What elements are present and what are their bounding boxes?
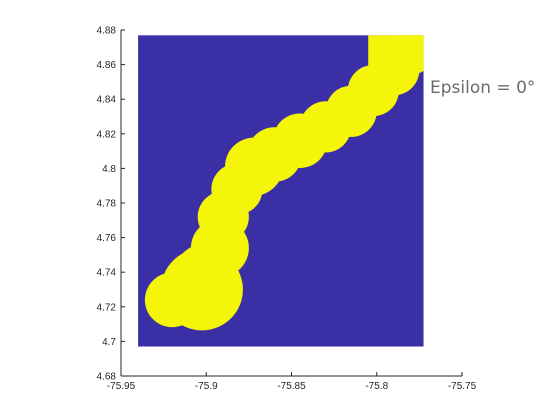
y-tick-label-3: 4.74 [97, 268, 117, 279]
y-tick-label-2: 4.72 [97, 302, 117, 313]
x-axis-ticks: -75.95 -75.9 -75.85 -75.8 -75.75 [107, 372, 477, 392]
y-tick-label-0: 4.68 [97, 372, 117, 383]
heatmap-image [138, 35, 424, 347]
x-tick-label-3: -75.8 [365, 381, 388, 392]
x-tick-label-2: -75.85 [277, 381, 306, 392]
y-axis-ticks: 4.68 4.7 4.72 4.74 4.76 4.78 4.8 4.82 4.84 4.86 4.… [97, 26, 125, 383]
y-tick-label-8: 4.84 [97, 95, 117, 106]
y-tick-label-10: 4.88 [97, 26, 117, 37]
y-tick-label-1: 4.7 [102, 337, 116, 348]
y-tick-label-4: 4.76 [97, 233, 117, 244]
x-tick-label-4: -75.75 [448, 381, 477, 392]
x-tick-label-1: -75.9 [195, 381, 218, 392]
x-tick-label-0: -75.95 [107, 381, 136, 392]
y-tick-label-9: 4.86 [97, 60, 117, 71]
y-tick-label-6: 4.8 [102, 164, 116, 175]
mask-region-disc-13 [386, 35, 424, 75]
epsilon-annotation: Epsilon = 0° [430, 78, 535, 98]
y-tick-label-5: 4.78 [97, 199, 117, 210]
y-tick-label-7: 4.82 [97, 129, 117, 140]
